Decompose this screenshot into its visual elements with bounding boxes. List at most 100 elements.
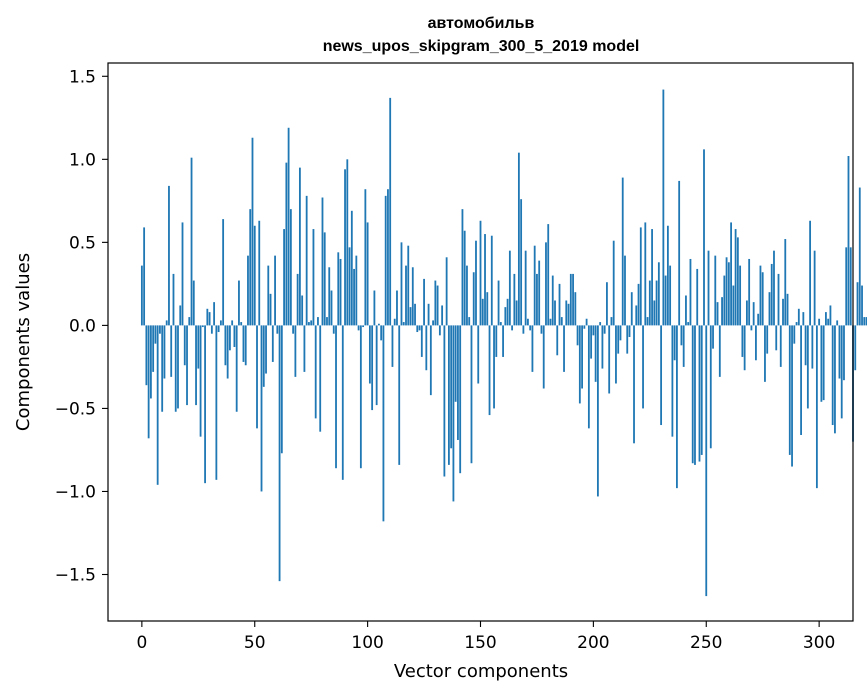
bar: [321, 197, 324, 326]
bar: [508, 250, 511, 326]
bar: [750, 325, 753, 331]
bar: [811, 325, 814, 369]
bar: [527, 318, 529, 326]
bar: [682, 325, 685, 367]
bar: [375, 325, 378, 406]
bar: [718, 325, 721, 377]
bar: [662, 89, 665, 326]
bar: [590, 325, 593, 359]
bar: [723, 275, 726, 326]
bar: [834, 325, 836, 434]
bar: [578, 325, 581, 404]
bar: [224, 325, 227, 366]
bar: [504, 307, 507, 326]
bar: [827, 318, 830, 326]
bar: [822, 325, 825, 401]
bar: [247, 255, 249, 326]
bar: [294, 325, 297, 377]
bar: [843, 325, 845, 381]
bar: [831, 325, 834, 426]
bar: [567, 303, 570, 326]
y-tick-label: −1.5: [55, 566, 96, 586]
bar: [466, 265, 468, 326]
bar: [727, 262, 730, 326]
bar: [423, 278, 425, 326]
bar: [775, 325, 778, 351]
bar: [655, 280, 658, 326]
bar: [314, 325, 317, 419]
bar: [680, 325, 683, 346]
bar: [592, 325, 595, 336]
bar: [779, 325, 782, 367]
bar: [700, 325, 703, 455]
bar: [432, 320, 434, 326]
bar: [558, 283, 561, 326]
bar: [199, 325, 202, 437]
bar: [384, 195, 387, 326]
bar: [149, 325, 152, 399]
x-tick-label: 150: [464, 633, 496, 653]
bar: [201, 325, 204, 328]
bar: [734, 229, 737, 326]
bar: [477, 325, 480, 384]
bar: [545, 242, 547, 326]
bar: [434, 280, 437, 326]
bar: [310, 320, 313, 326]
bar: [615, 325, 617, 384]
bar: [210, 325, 213, 334]
bar: [217, 325, 220, 333]
bar: [601, 325, 604, 369]
bar: [599, 322, 602, 326]
bar: [829, 305, 832, 326]
bar: [154, 325, 157, 344]
bar: [569, 273, 572, 326]
bar: [190, 157, 193, 326]
x-tick-label: 250: [690, 633, 722, 653]
bar: [301, 295, 304, 326]
bar: [371, 325, 374, 411]
bar: [357, 325, 360, 331]
bar: [206, 308, 209, 326]
bar: [450, 325, 453, 449]
bar: [642, 325, 644, 409]
bar: [863, 317, 866, 326]
bar: [639, 227, 642, 326]
bar: [515, 300, 518, 326]
bar: [447, 325, 450, 465]
bar: [608, 325, 611, 394]
bar: [355, 255, 358, 326]
bar: [222, 219, 225, 326]
bar: [296, 273, 299, 326]
x-tick-label: 0: [136, 633, 147, 653]
bar: [524, 250, 527, 326]
bar: [549, 318, 552, 326]
y-tick-label: −0.5: [55, 399, 96, 419]
bar: [621, 177, 624, 326]
bar: [208, 312, 211, 326]
bar: [463, 230, 466, 326]
bar: [143, 227, 146, 326]
bar: [813, 250, 816, 326]
bar: [215, 325, 218, 480]
bar: [168, 185, 170, 326]
bar: [547, 224, 550, 326]
bar: [630, 292, 633, 326]
bar: [308, 322, 310, 326]
bar: [714, 255, 717, 326]
bar: [777, 273, 780, 326]
chart-subtitle: news_upos_skipgram_300_5_2019 model: [323, 38, 640, 55]
bar: [563, 325, 565, 372]
bar: [768, 292, 771, 326]
bar: [267, 265, 270, 326]
bar: [400, 242, 403, 326]
bar: [671, 325, 674, 437]
bar: [854, 325, 857, 371]
bar: [140, 265, 143, 326]
bar: [242, 325, 245, 362]
bar: [253, 225, 256, 326]
bar: [366, 222, 369, 326]
bar: [791, 325, 793, 467]
bar: [517, 152, 520, 326]
bar: [328, 267, 331, 326]
bar: [312, 229, 315, 326]
